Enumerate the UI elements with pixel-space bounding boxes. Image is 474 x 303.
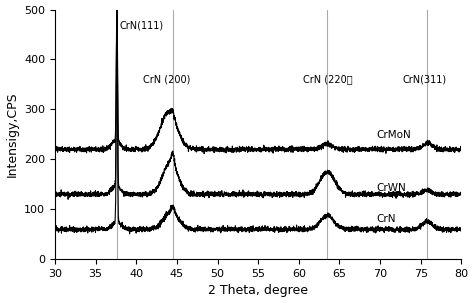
X-axis label: 2 Theta, degree: 2 Theta, degree bbox=[208, 285, 308, 298]
Text: CrN(311): CrN(311) bbox=[403, 75, 447, 85]
Text: CrMoN: CrMoN bbox=[376, 130, 411, 140]
Text: CrWN: CrWN bbox=[376, 183, 406, 193]
Text: CrN(111): CrN(111) bbox=[120, 21, 164, 31]
Text: CrN: CrN bbox=[376, 214, 395, 224]
Text: CrN (200): CrN (200) bbox=[143, 75, 190, 85]
Text: CrN (220）: CrN (220） bbox=[303, 75, 353, 85]
Y-axis label: Intensigy,CPS: Intensigy,CPS bbox=[6, 92, 18, 177]
